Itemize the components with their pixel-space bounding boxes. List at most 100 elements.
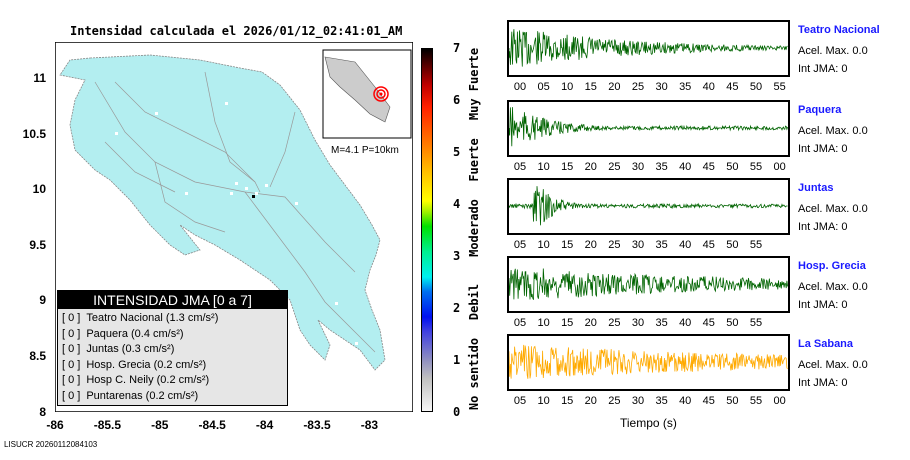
- station-name: Paquera: [798, 104, 842, 116]
- legend-station: Puntarenas (0.2 cm/s²): [86, 389, 199, 402]
- time-tick-label: 05: [513, 161, 527, 173]
- colorbar-label: Fuerte: [467, 138, 481, 181]
- time-tick-label: 20: [608, 81, 621, 93]
- waveform-panel: [507, 20, 790, 77]
- colorbar-tick: 0: [453, 405, 460, 419]
- time-tick-label: 35: [655, 239, 668, 251]
- lat-tick-label: 9: [39, 293, 46, 308]
- lat-tick-label: 10.5: [22, 126, 46, 141]
- legend-title: INTENSIDAD JMA [0 a 7]: [58, 291, 287, 309]
- time-tick-label: 45: [702, 161, 715, 173]
- time-tick-label: 20: [584, 239, 597, 251]
- time-tick-label: 15: [584, 81, 597, 93]
- time-tick-label: 20: [584, 395, 597, 407]
- lon-tick-label: -83.5: [303, 418, 331, 432]
- time-tick-label: 25: [608, 239, 621, 251]
- roads: [94, 71, 376, 353]
- time-tick-label: 55: [773, 81, 786, 93]
- legend-station: Hosp C. Neily (0.2 cm/s²): [86, 374, 210, 386]
- lon-tick-label: -86: [46, 418, 64, 432]
- waveform-trace: [509, 107, 788, 147]
- station-markers: [115, 102, 358, 345]
- time-tick-label: 40: [679, 395, 692, 407]
- station-jma-intensity: Int JMA: 0: [798, 221, 848, 233]
- time-tick-label: 10: [561, 81, 574, 93]
- time-tick-label: 35: [655, 317, 668, 329]
- time-tick-label: 15: [561, 317, 574, 329]
- time-tick-label: 35: [655, 395, 668, 407]
- time-tick-label: 55: [749, 161, 763, 173]
- lon-tick-label: -84: [255, 418, 274, 432]
- time-tick-label: 10: [537, 239, 550, 251]
- time-tick-label: 40: [702, 81, 715, 93]
- waveform-panel: [507, 100, 790, 157]
- time-tick-label: 30: [631, 317, 645, 329]
- colorbar-label: No sentido: [467, 338, 481, 410]
- waveform-panel: [507, 256, 790, 313]
- time-tick-label: 50: [749, 81, 763, 93]
- epicenter-marker: [252, 195, 255, 198]
- time-tick-label: 55: [749, 317, 763, 329]
- legend-intensity: [ 0 ]: [62, 327, 81, 340]
- time-tick-label: 20: [584, 317, 597, 329]
- lat-tick-label: 8.5: [29, 349, 46, 363]
- colorbar-annotations: 0 1 2 3 4 5 6 7 No sentido Debil Moderado Fuerte Muy…: [453, 41, 481, 419]
- time-tick-label: 10: [537, 317, 550, 329]
- station-jma-intensity: Int JMA: 0: [798, 299, 848, 311]
- time-tick-label: 45: [726, 81, 739, 93]
- time-tick-label: 40: [679, 317, 692, 329]
- legend-row: [ 0 ] Teatro Nacional (1.3 cm/s²): [58, 311, 287, 327]
- legend-row: [ 0 ] Paquera (0.4 cm/s²): [58, 327, 287, 343]
- station-max-accel: Acel. Max. 0.0: [798, 125, 868, 137]
- time-tick-label: 05: [513, 239, 527, 251]
- time-tick-label: 50: [726, 395, 739, 407]
- legend-station: Hosp. Grecia (0.2 cm/s²): [86, 358, 207, 371]
- costa-rica-map: M=4.1 P=10km: [55, 42, 413, 412]
- legend-intensity: [ 0 ]: [62, 374, 81, 386]
- time-tick-label: 30: [631, 239, 645, 251]
- station-name: Juntas: [798, 182, 834, 194]
- time-tick-label: 00: [773, 161, 786, 173]
- map-title: Intensidad calculada el 2026/01/12_02:41…: [70, 24, 403, 38]
- time-tick-label: 25: [631, 81, 645, 93]
- colorbar-tick: 2: [453, 301, 460, 315]
- time-tick-label: 15: [561, 239, 574, 251]
- time-tick-label: 25: [608, 317, 621, 329]
- waveform-trace: [509, 344, 788, 379]
- station-jma-intensity: Int JMA: 0: [798, 63, 848, 75]
- legend-row: [ 0 ] Puntarenas (0.2 cm/s²): [58, 389, 287, 405]
- station-name: La Sabana: [798, 338, 854, 350]
- time-tick-label: 50: [726, 161, 739, 173]
- waveform-trace: [509, 186, 788, 226]
- colorbar-tick: 6: [453, 93, 460, 107]
- colorbar-tick: 7: [453, 41, 460, 55]
- time-tick-label: 45: [702, 395, 715, 407]
- time-tick-label: 00: [773, 395, 786, 407]
- time-tick-label: 05: [537, 81, 550, 93]
- waveform-panel: [507, 334, 790, 391]
- station-jma-intensity: Int JMA: 0: [798, 377, 848, 389]
- lat-tick-label: 8: [39, 404, 46, 419]
- legend-station: Juntas (0.3 cm/s²): [86, 343, 175, 355]
- footer-id: LISUCR 20260112084103: [4, 440, 98, 449]
- time-tick-label: 45: [702, 317, 715, 329]
- colorbar-tick: 4: [453, 197, 460, 211]
- time-tick-label: 40: [679, 161, 692, 173]
- colorbar-label: Debil: [467, 284, 481, 320]
- time-tick-label: 55: [749, 239, 763, 251]
- lat-tick-label: 11: [33, 71, 46, 85]
- time-tick-label: 50: [726, 239, 739, 251]
- intensity-colorbar: [421, 48, 433, 412]
- time-tick-label: 05: [513, 317, 527, 329]
- intensity-legend: INTENSIDAD JMA [0 a 7] [ 0 ] Teatro Nacio…: [57, 290, 288, 406]
- colorbar-tick: 1: [453, 353, 460, 367]
- time-tick-label: 10: [537, 161, 550, 173]
- time-tick-label: 45: [702, 239, 715, 251]
- lat-tick-label: 10: [32, 182, 46, 197]
- station-jma-intensity: Int JMA: 0: [798, 143, 848, 155]
- time-tick-label: 10: [537, 395, 550, 407]
- colorbar-label: Moderado: [467, 199, 481, 257]
- time-tick-label: 15: [561, 395, 574, 407]
- lat-tick-label: 9.5: [29, 237, 46, 252]
